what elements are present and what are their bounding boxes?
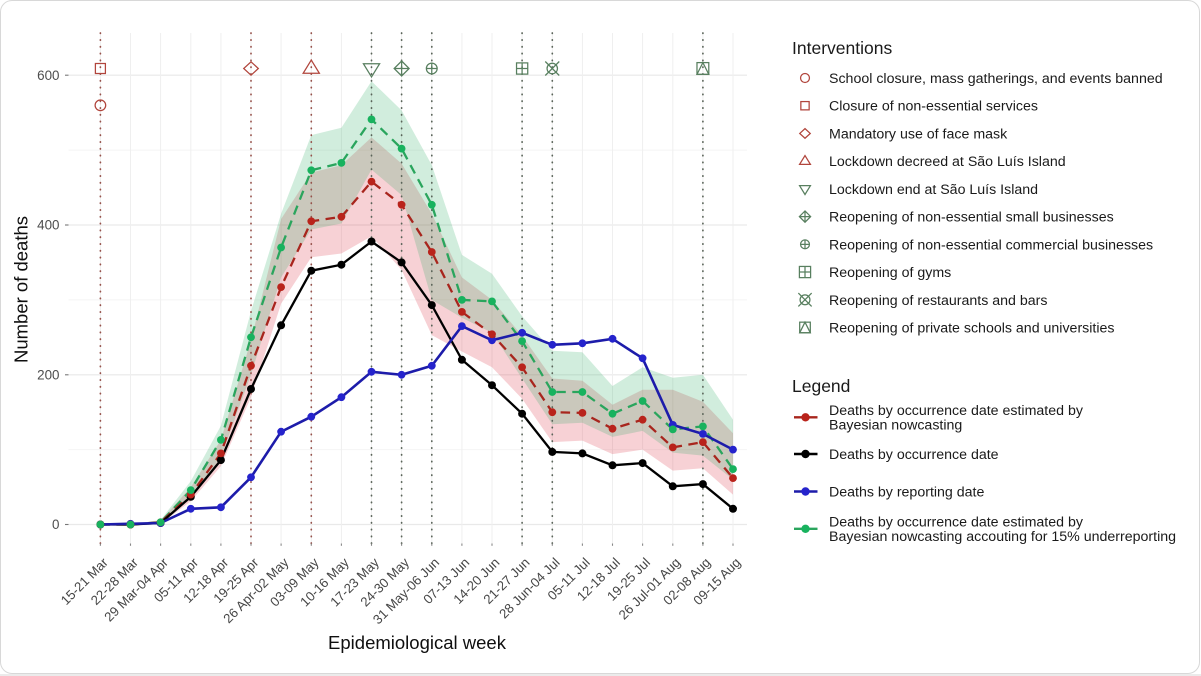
svg-text:Epidemiological week: Epidemiological week [328, 632, 507, 653]
svg-text:Lockdown decreed at São Luís I: Lockdown decreed at São Luís Island [829, 154, 1066, 170]
svg-text:Deaths by occurrence date: Deaths by occurrence date [829, 447, 999, 463]
svg-text:Reopening of non-essential com: Reopening of non-essential commercial bu… [829, 237, 1153, 253]
svg-text:Reopening of gyms: Reopening of gyms [829, 265, 951, 281]
svg-text:Reopening of non-essential sma: Reopening of non-essential small busines… [829, 210, 1114, 226]
svg-text:School closure, mass gathering: School closure, mass gatherings, and eve… [829, 71, 1163, 87]
svg-text:Mandatory use of face mask: Mandatory use of face mask [829, 126, 1008, 142]
svg-text:200: 200 [37, 367, 59, 382]
svg-text:Deaths by reporting date: Deaths by reporting date [829, 485, 984, 501]
svg-text:Reopening of restaurants and b: Reopening of restaurants and bars [829, 293, 1047, 309]
svg-text:Interventions: Interventions [792, 38, 892, 58]
svg-text:400: 400 [37, 218, 59, 233]
svg-text:Lockdown end at São Luís Islan: Lockdown end at São Luís Island [829, 182, 1038, 198]
svg-text:Bayesian nowcasting accouting: Bayesian nowcasting accouting for 15% un… [829, 529, 1176, 545]
svg-text:Number of deaths: Number of deaths [11, 216, 32, 363]
svg-text:Deaths by occurrence date esti: Deaths by occurrence date estimated by [829, 403, 1084, 419]
svg-text:600: 600 [37, 68, 59, 83]
svg-text:Reopening of private schools a: Reopening of private schools and univers… [829, 321, 1115, 337]
svg-text:Deaths by occurrence date esti: Deaths by occurrence date estimated by [829, 515, 1084, 531]
svg-text:Legend: Legend [792, 376, 850, 396]
svg-text:Bayesian nowcasting: Bayesian nowcasting [829, 418, 962, 434]
svg-text:Closure of non-essential servi: Closure of non-essential services [829, 99, 1038, 115]
svg-text:0: 0 [52, 517, 59, 532]
